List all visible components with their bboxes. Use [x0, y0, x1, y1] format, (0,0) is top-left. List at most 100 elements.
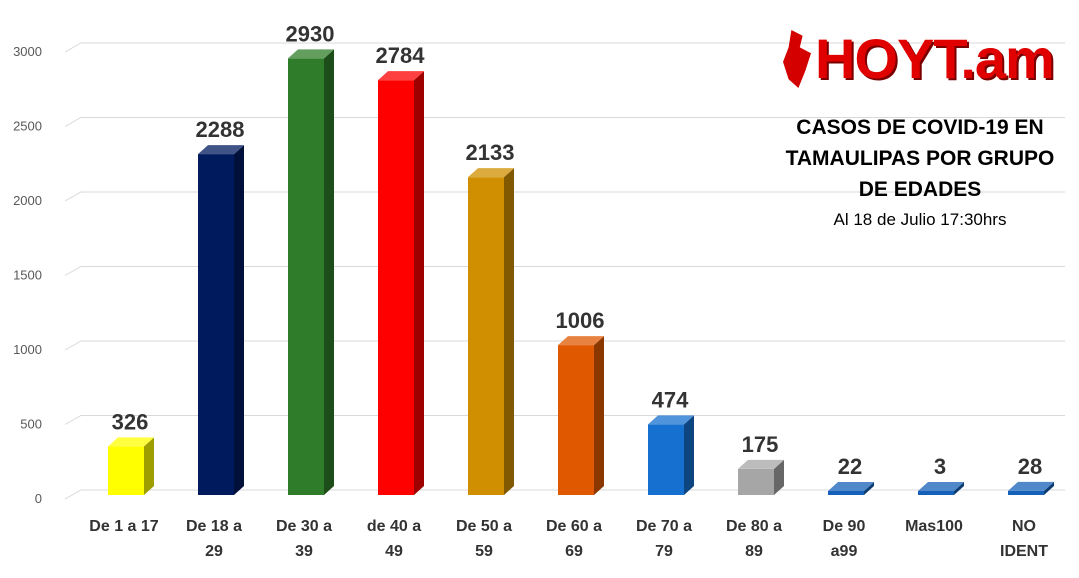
bar [108, 437, 154, 495]
x-tick-label-line: De 18 a [186, 518, 242, 535]
bar-front [558, 345, 594, 495]
chart-subtitle: Al 18 de Julio 17:30hrs [833, 210, 1007, 229]
gridline [64, 191, 1065, 202]
bar-top [108, 437, 154, 447]
bar-front [108, 446, 144, 495]
bar-top [468, 168, 514, 178]
data-label: 28 [1018, 454, 1042, 479]
y-tick-label: 3000 [13, 44, 42, 59]
x-tick-label: De 1 a 17 [89, 518, 158, 535]
gridline [64, 415, 1065, 425]
gridline [64, 489, 1065, 500]
x-tick-label-line: de 40 a [367, 518, 421, 535]
bar-front [648, 424, 684, 495]
x-tick-label-line: De 30 a [276, 518, 332, 535]
x-tick-label-line: De 1 a 17 [89, 518, 158, 535]
logo-text: HOYT.am [815, 27, 1055, 90]
bar-front [288, 58, 324, 496]
y-tick-label: 500 [20, 417, 42, 432]
x-tick-label: De 18 a 29 [186, 518, 242, 560]
bar-side [684, 415, 694, 495]
bar-front [738, 468, 774, 495]
x-tick-label-line: IDENT [1000, 543, 1048, 560]
bar-top [1008, 481, 1054, 491]
bar [1008, 481, 1054, 495]
bar [828, 482, 874, 495]
bar-front [918, 491, 954, 495]
x-tick-label-line: NO [1012, 518, 1036, 535]
bar-front [198, 154, 234, 495]
x-tick-label-line: 89 [745, 543, 763, 560]
chart-title-line: TAMAULIPAS POR GRUPO [785, 147, 1055, 170]
bar-side [774, 459, 784, 495]
chart-title-line: CASOS DE COVID-19 EN [796, 116, 1044, 139]
brand-logo: HOYT.am [783, 27, 1055, 90]
x-tick-label-line: 39 [295, 543, 313, 560]
bar-top [738, 459, 784, 469]
bar-side [414, 71, 424, 496]
y-tick-label: 0 [35, 491, 42, 506]
bar-side [324, 49, 334, 496]
bar [918, 482, 964, 495]
x-tick-label: De 50 a 59 [456, 518, 512, 560]
bar-side [144, 437, 154, 495]
y-tick-label: 2500 [13, 119, 42, 134]
data-label: 3 [934, 454, 946, 479]
bar [288, 49, 334, 496]
x-tick-label-line: Mas100 [905, 518, 963, 535]
x-tick-label: Mas100 [905, 518, 963, 535]
data-label: 2288 [196, 117, 245, 142]
x-tick-label: de 40 a 49 [367, 518, 421, 560]
chart-title-block: CASOS DE COVID-19 EN TAMAULIPAS POR GRUP… [760, 112, 1079, 233]
gridline [64, 340, 1065, 351]
x-tick-label: NO IDENT [1000, 518, 1048, 560]
x-tick-label: De 70 a 79 [636, 518, 692, 560]
bar-side [864, 482, 874, 495]
bar-top [918, 482, 964, 491]
bar-side [234, 145, 244, 495]
bar [558, 336, 604, 495]
bar-top [828, 482, 874, 491]
bar-top [558, 336, 604, 346]
y-tick-label: 2000 [13, 193, 42, 208]
x-tick-label-line: 59 [475, 543, 493, 560]
y-tick-label: 1000 [13, 342, 42, 357]
bar-side [594, 336, 604, 495]
x-tick-label-line: 79 [655, 543, 673, 560]
data-label: 2133 [466, 140, 515, 165]
bar-side [954, 482, 964, 495]
tamaulipas-map-icon [783, 30, 811, 88]
bar [738, 459, 784, 495]
data-label: 2930 [286, 21, 335, 46]
x-tick-label: De 80 a 89 [726, 518, 782, 560]
x-tick-label: De 90 a99 [823, 518, 866, 560]
y-tick-label: 1500 [13, 268, 42, 283]
bar-front [468, 177, 504, 496]
bar [378, 71, 424, 496]
bar-side [504, 168, 514, 496]
bar-top [198, 145, 244, 155]
data-label: 175 [742, 432, 779, 457]
x-tick-label-line: De 60 a [546, 518, 602, 535]
bar [198, 145, 244, 495]
bar-front [1008, 490, 1044, 495]
data-label: 474 [652, 387, 689, 412]
bar-side [1044, 481, 1054, 495]
x-tick-label-line: De 80 a [726, 518, 782, 535]
x-tick-label: De 60 a 69 [546, 518, 602, 560]
gridline [64, 266, 1065, 276]
bar [468, 168, 514, 496]
x-tick-label-line: 29 [205, 543, 223, 560]
x-tick-label: De 30 a 39 [276, 518, 332, 560]
bar-front [828, 491, 864, 495]
data-label: 326 [112, 409, 149, 434]
bar-top [378, 71, 424, 81]
gridline [64, 42, 1065, 53]
x-tick-label-line: 49 [385, 543, 403, 560]
chart-title-line: DE EDADES [858, 178, 982, 201]
x-tick-label-line: De 90 [823, 518, 866, 535]
bar-top [288, 49, 334, 59]
bar-top [648, 415, 694, 425]
bar-front [378, 80, 414, 496]
